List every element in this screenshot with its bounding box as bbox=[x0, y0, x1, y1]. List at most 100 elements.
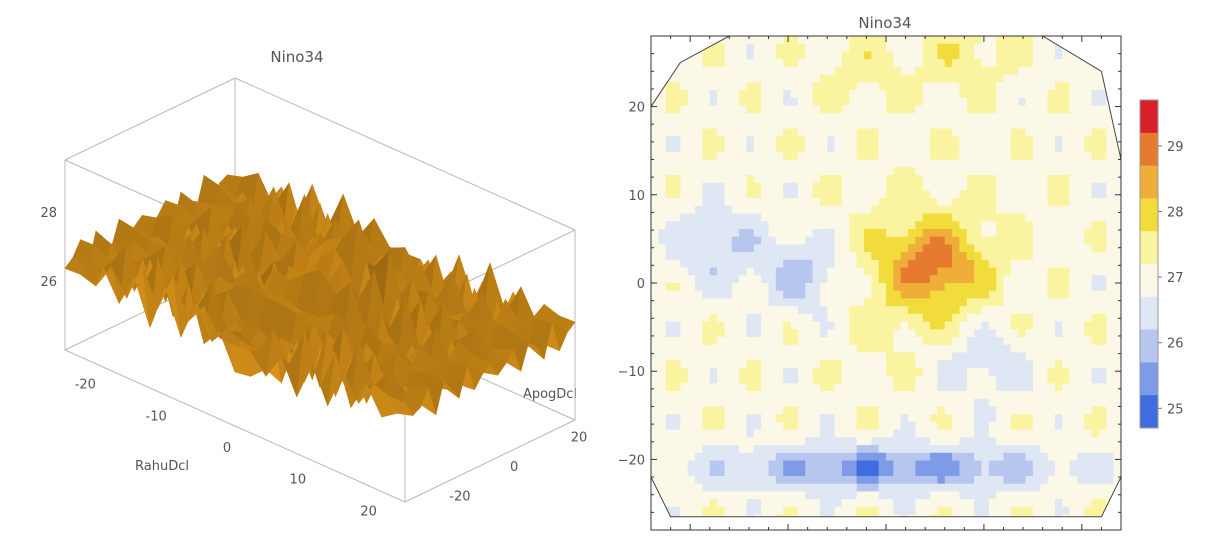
contour-cell bbox=[1032, 290, 1041, 299]
contour-cell bbox=[812, 452, 821, 461]
contour-cell bbox=[651, 437, 659, 446]
contour-cell bbox=[687, 406, 696, 415]
contour-cell bbox=[893, 352, 902, 361]
contour-cell bbox=[974, 483, 982, 492]
contour-cell bbox=[739, 59, 747, 68]
contour-cell bbox=[1062, 313, 1070, 322]
contour-cell bbox=[761, 267, 769, 276]
contour-cell bbox=[988, 460, 997, 469]
contour-cell bbox=[805, 182, 813, 191]
contour-cell bbox=[1084, 398, 1093, 407]
contour-cell bbox=[849, 252, 858, 261]
contour-cell bbox=[900, 244, 909, 253]
contour-cell bbox=[651, 337, 659, 346]
contour-cell bbox=[908, 82, 916, 91]
contour-cell bbox=[709, 360, 718, 369]
contour-cell bbox=[665, 499, 674, 508]
contour-cell bbox=[1091, 190, 1100, 199]
contour-cell bbox=[739, 213, 747, 222]
contour-cell bbox=[658, 120, 667, 130]
contour-cell bbox=[841, 344, 850, 353]
contour-cell bbox=[1003, 375, 1012, 384]
contour-cell bbox=[1076, 313, 1085, 322]
contour-cell bbox=[746, 221, 755, 230]
contour-cell bbox=[739, 236, 747, 245]
contour-cell bbox=[805, 113, 813, 122]
contour-cell bbox=[1069, 406, 1078, 415]
contour-cell bbox=[930, 120, 938, 130]
contour-cell bbox=[966, 468, 975, 477]
contour-cell bbox=[695, 452, 703, 461]
contour-cell bbox=[922, 344, 931, 353]
contour-cell bbox=[731, 321, 740, 330]
contour-cell bbox=[1003, 491, 1012, 500]
contour-cell bbox=[775, 128, 784, 137]
contour-cell bbox=[952, 313, 960, 322]
contour-cell bbox=[908, 90, 916, 99]
contour-cell bbox=[1062, 383, 1070, 392]
contour-cell bbox=[1106, 445, 1115, 454]
contour-cell bbox=[1054, 483, 1063, 492]
contour-cell bbox=[651, 290, 659, 299]
contour-cell bbox=[797, 421, 806, 431]
contour-cell bbox=[797, 367, 806, 377]
contour-cell bbox=[1018, 128, 1026, 137]
legend-swatch bbox=[1140, 329, 1158, 363]
contour-cell bbox=[665, 329, 674, 338]
contour-cell bbox=[651, 491, 659, 500]
contour-cell bbox=[819, 313, 828, 322]
contour-cell bbox=[1106, 213, 1115, 222]
contour-cell bbox=[1054, 59, 1063, 68]
contour-cell bbox=[1076, 66, 1085, 75]
contour-cell bbox=[1098, 383, 1107, 392]
contour-cell bbox=[1003, 144, 1012, 153]
contour-cell bbox=[966, 244, 975, 253]
contour-cell bbox=[702, 337, 711, 346]
contour-cell bbox=[1003, 151, 1012, 160]
contour-cell bbox=[768, 190, 777, 199]
contour-cell bbox=[717, 445, 725, 454]
contour-cell bbox=[680, 514, 689, 517]
contour-cell bbox=[915, 151, 924, 160]
contour-cell bbox=[981, 421, 990, 431]
contour-cell bbox=[1003, 228, 1012, 238]
contour-cell bbox=[981, 120, 990, 130]
contour-cell bbox=[665, 460, 674, 469]
contour-cell bbox=[996, 221, 1004, 230]
contour-cell bbox=[1098, 198, 1107, 207]
contour-cell bbox=[819, 475, 828, 485]
contour-cell bbox=[658, 105, 667, 114]
contour-cell bbox=[1003, 445, 1012, 454]
contour-cell bbox=[922, 313, 931, 322]
contour-cell bbox=[753, 468, 762, 477]
contour-cell bbox=[966, 120, 975, 130]
contour-cell bbox=[1069, 352, 1078, 361]
contour-cell bbox=[841, 267, 850, 276]
contour-cell bbox=[665, 90, 674, 99]
contour-cell bbox=[834, 51, 843, 60]
contour-cell bbox=[1047, 452, 1056, 461]
contour-cell bbox=[863, 128, 872, 137]
contour-cell bbox=[959, 275, 968, 284]
contour-cell bbox=[805, 499, 813, 508]
contour-cell bbox=[651, 221, 659, 230]
contour-cell bbox=[1113, 90, 1121, 99]
contour-cell bbox=[1010, 82, 1019, 91]
contour-cell bbox=[775, 90, 784, 99]
contour-cell bbox=[1032, 82, 1041, 91]
contour-cell bbox=[687, 182, 696, 191]
contour-cell bbox=[886, 491, 894, 500]
contour-cell bbox=[1018, 298, 1026, 307]
contour-cell bbox=[673, 468, 681, 477]
contour-cell bbox=[1040, 228, 1048, 238]
contour-cell bbox=[717, 514, 725, 517]
contour-cell bbox=[981, 136, 990, 145]
contour-cell bbox=[812, 321, 821, 330]
contour-cell bbox=[988, 82, 997, 91]
contour-cell bbox=[908, 236, 916, 245]
contour-cell bbox=[1040, 313, 1048, 322]
contour-cell bbox=[841, 468, 850, 477]
contour-cell bbox=[1069, 383, 1078, 392]
contour-cell bbox=[849, 475, 858, 485]
contour-cell bbox=[797, 51, 806, 60]
